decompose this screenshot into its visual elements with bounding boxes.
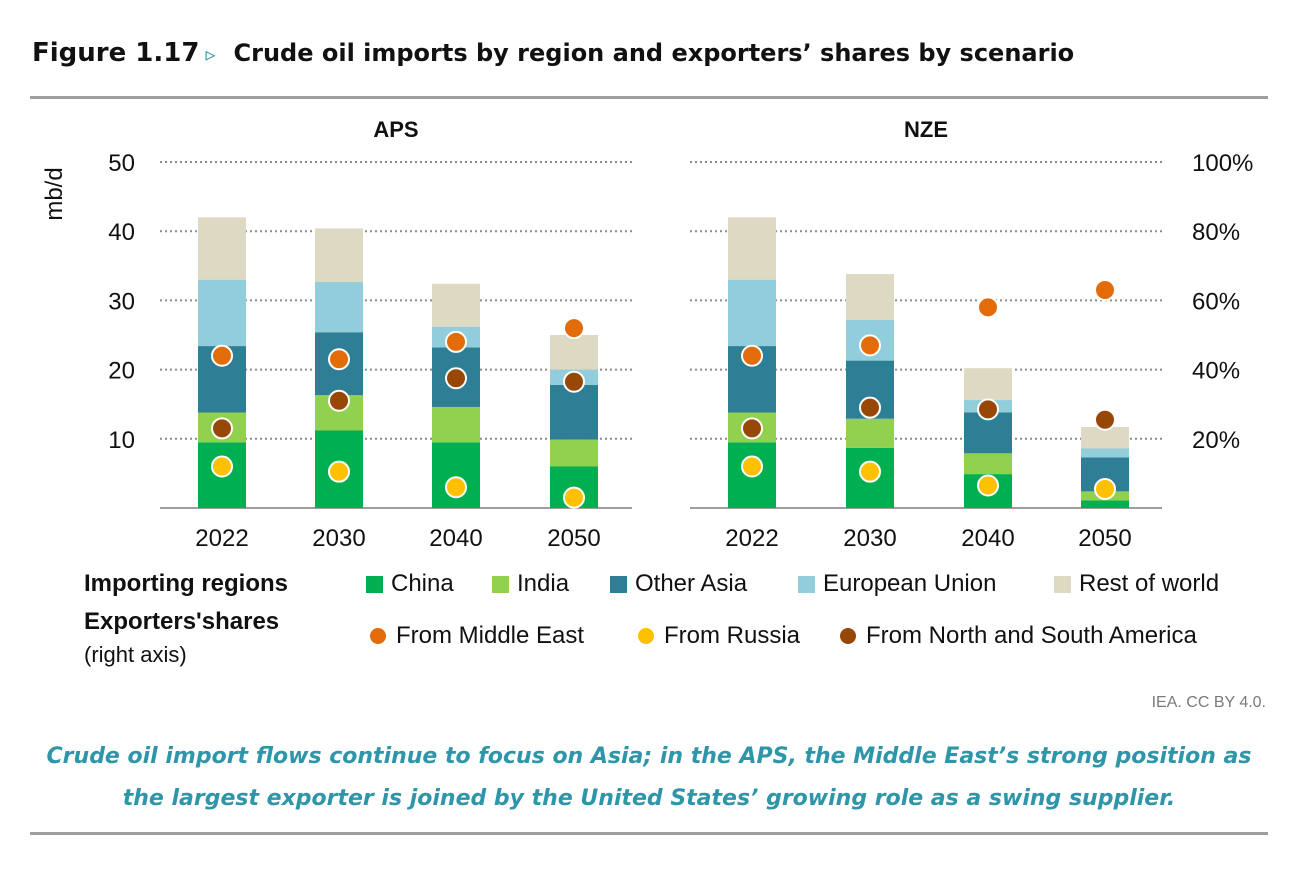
triangle-arrow-icon: ▹ xyxy=(205,42,216,66)
point-from-north-and-south-america xyxy=(1094,408,1116,431)
bar-rest-of-world xyxy=(432,283,480,327)
bar-india xyxy=(432,406,480,443)
figure-label: Figure 1.17 xyxy=(32,38,200,68)
point-from-north-and-south-america xyxy=(859,396,881,419)
legend-bars-header: Importing regions xyxy=(84,570,288,597)
legend-points-subheader: (right axis) xyxy=(84,642,187,667)
india-swatch xyxy=(492,575,509,593)
x-tick-label: 2050 xyxy=(547,525,600,552)
legend-item-other-asia: Other Asia xyxy=(610,570,747,598)
legend-item-from-middle-east: From Middle East xyxy=(370,622,584,650)
point-from-russia xyxy=(741,455,763,478)
rest-of-world-swatch xyxy=(1054,575,1071,593)
point-from-middle-east xyxy=(741,344,763,367)
y-tick-label: 30 xyxy=(108,288,135,315)
point-from-middle-east xyxy=(977,296,999,319)
y-tick-label: 20 xyxy=(108,358,135,385)
bar-rest-of-world xyxy=(198,217,246,280)
legend-label: China xyxy=(391,570,454,597)
x-tick-label: 2022 xyxy=(725,525,778,552)
point-from-north-and-south-america xyxy=(445,367,467,390)
bar-india xyxy=(550,439,598,467)
x-tick-label: 2030 xyxy=(312,525,365,552)
top-divider xyxy=(30,96,1268,99)
point-from-north-and-south-america xyxy=(741,417,763,440)
bar-rest-of-world xyxy=(846,274,894,320)
bar-european-union xyxy=(315,281,363,333)
bar-european-union xyxy=(1081,448,1129,458)
bottom-divider xyxy=(30,832,1268,835)
russia-dot xyxy=(638,628,654,644)
point-from-russia xyxy=(563,486,585,509)
middle-east-dot xyxy=(370,628,386,644)
legend-item-european-union: European Union xyxy=(798,570,996,598)
bar-rest-of-world xyxy=(550,335,598,370)
legend-label: From Middle East xyxy=(396,622,585,649)
china-swatch xyxy=(366,575,383,593)
bar-rest-of-world xyxy=(728,217,776,280)
y-axis-label: mb/d xyxy=(41,167,68,220)
x-tick-label: 2050 xyxy=(1078,525,1131,552)
bar-european-union xyxy=(198,279,246,347)
point-from-russia xyxy=(1094,477,1116,500)
bar-rest-of-world xyxy=(315,228,363,282)
legend-points-header: Exporters'shares xyxy=(84,608,280,635)
legend-item-china: China xyxy=(366,570,454,598)
y-tick-label: 50 xyxy=(108,150,135,177)
legend-item-from-americas: From North and South America xyxy=(840,622,1197,650)
point-from-middle-east xyxy=(211,344,233,367)
other-asia-swatch xyxy=(610,575,627,593)
legend-label: India xyxy=(517,570,570,597)
legend-label: European Union xyxy=(823,570,997,597)
bar-india xyxy=(964,453,1012,475)
bar-rest-of-world xyxy=(964,368,1012,401)
point-from-russia xyxy=(445,476,467,499)
y2-tick-label: 40% xyxy=(1192,358,1240,385)
point-from-russia xyxy=(977,474,999,497)
point-from-middle-east xyxy=(1094,279,1116,302)
legend-item-india: India xyxy=(492,570,569,598)
point-from-russia xyxy=(328,460,350,483)
bar-other-asia xyxy=(550,384,598,440)
legend-item-rest-of-world: Rest of world xyxy=(1054,570,1219,598)
bar-china xyxy=(1081,500,1129,508)
x-tick-label: 2040 xyxy=(961,525,1014,552)
legend-item-from-russia: From Russia xyxy=(638,622,800,650)
figure-title: Crude oil imports by region and exporter… xyxy=(233,39,1075,67)
point-from-north-and-south-america xyxy=(563,370,585,393)
figure-heading: Figure 1.17 ▹ Crude oil imports by region … xyxy=(32,38,1272,78)
x-tick-label: 2030 xyxy=(843,525,896,552)
bar-india xyxy=(846,418,894,448)
bar-european-union xyxy=(728,279,776,347)
point-from-middle-east xyxy=(563,317,585,340)
panel-title: NZE xyxy=(904,117,948,142)
y-tick-label: 40 xyxy=(108,219,135,246)
panel-title: APS xyxy=(373,117,418,142)
x-tick-label: 2040 xyxy=(429,525,482,552)
legend-label: Other Asia xyxy=(635,570,748,597)
legend-label: From North and South America xyxy=(866,622,1197,649)
point-from-middle-east xyxy=(445,330,467,353)
point-from-russia xyxy=(859,460,881,483)
point-from-north-and-south-america xyxy=(211,417,233,440)
credit-line: IEA. CC BY 4.0. xyxy=(1151,694,1266,711)
figure-caption: Crude oil import flows continue to focus… xyxy=(46,744,1252,811)
european-union-swatch xyxy=(798,575,815,593)
legend-label: From Russia xyxy=(664,622,801,649)
y-tick-label: 10 xyxy=(108,427,135,454)
bar-rest-of-world xyxy=(1081,427,1129,449)
point-from-north-and-south-america xyxy=(977,398,999,421)
y2-tick-label: 100% xyxy=(1192,150,1253,177)
x-tick-label: 2022 xyxy=(195,525,248,552)
americas-dot xyxy=(840,628,856,644)
y2-tick-label: 20% xyxy=(1192,427,1240,454)
point-from-russia xyxy=(211,455,233,478)
y2-tick-label: 60% xyxy=(1192,288,1240,315)
point-from-north-and-south-america xyxy=(328,389,350,412)
point-from-middle-east xyxy=(859,334,881,357)
legend-label: Rest of world xyxy=(1079,570,1220,597)
point-from-middle-east xyxy=(328,348,350,371)
y2-tick-label: 80% xyxy=(1192,219,1240,246)
